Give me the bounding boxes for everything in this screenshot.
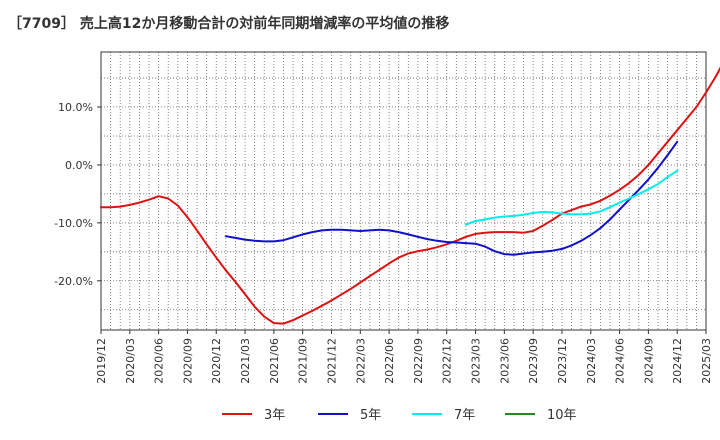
legend: 3年 5年 7年 10年	[222, 408, 577, 423]
x-tick-label: 2019/12	[95, 338, 108, 384]
x-tick-label: 2022/12	[441, 338, 454, 384]
x-tick-label: 2020/06	[153, 338, 166, 384]
series-line	[464, 169, 679, 226]
x-tick-label: 2023/03	[470, 338, 483, 384]
x-tick-label: 2021/09	[297, 338, 310, 384]
x-tick-label: 2023/12	[556, 338, 569, 384]
x-tick-label: 2024/06	[614, 338, 627, 384]
gridlines	[100, 52, 707, 330]
x-tick-label: 2020/03	[124, 338, 137, 384]
y-tick-label: -10.0%	[54, 217, 93, 230]
chart-title: ［7709］ 売上高12か月移動合計の対前年同期増減率の平均値の推移	[8, 15, 449, 32]
legend-label: 5年	[360, 408, 381, 423]
x-tick-label: 2022/09	[412, 338, 425, 384]
x-tick-label: 2024/09	[642, 338, 655, 384]
x-tick-label: 2022/06	[383, 338, 396, 384]
x-tick-label: 2020/12	[210, 338, 223, 384]
y-tick-label: -20.0%	[54, 275, 93, 288]
y-axis: 10.0% 0.0% -10.0% -20.0%	[54, 101, 101, 288]
x-axis: 2019/12 2020/03 2020/06 2020/09 2020/12 2021/…	[95, 330, 713, 384]
x-tick-label: 2022/03	[354, 338, 367, 384]
x-tick-label: 2020/09	[181, 338, 194, 384]
x-tick-label: 2021/03	[239, 338, 252, 384]
x-tick-label: 2023/06	[498, 338, 511, 384]
series-line	[224, 140, 679, 256]
legend-label: 3年	[264, 408, 285, 423]
legend-label: 10年	[547, 408, 577, 423]
y-tick-label: 10.0%	[58, 101, 93, 114]
legend-label: 7年	[454, 408, 475, 423]
x-tick-label: 2021/12	[325, 338, 338, 384]
series-lines	[100, 66, 720, 325]
series-line	[100, 66, 720, 325]
x-tick-label: 2025/03	[700, 338, 713, 384]
x-tick-label: 2024/12	[671, 338, 684, 384]
x-tick-label: 2024/03	[585, 338, 598, 384]
plot-area-frame	[100, 51, 707, 331]
x-tick-label: 2021/06	[268, 338, 281, 384]
x-tick-label: 2023/09	[527, 338, 540, 384]
y-tick-label: 0.0%	[65, 159, 93, 172]
